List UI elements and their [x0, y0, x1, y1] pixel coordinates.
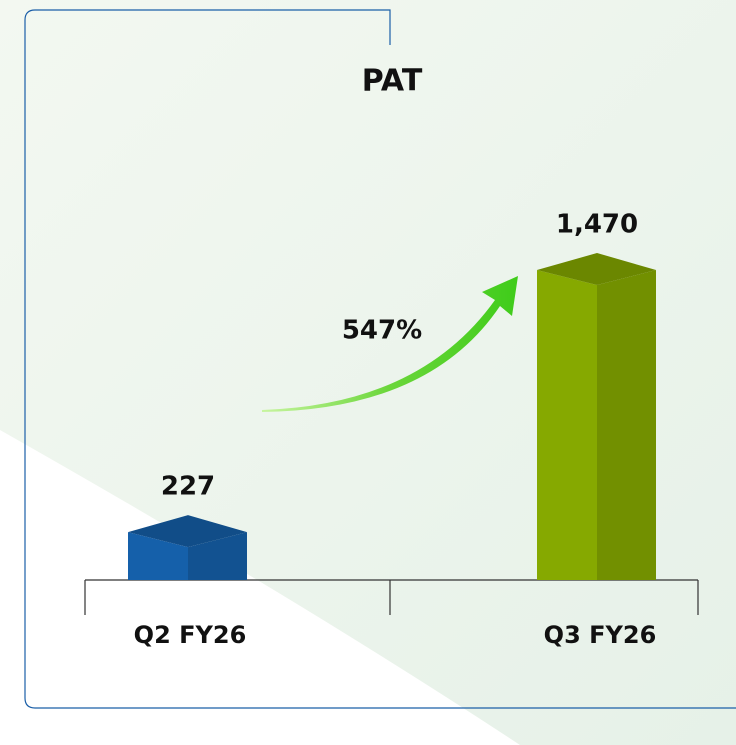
value-label: 227	[161, 472, 215, 502]
annotation: 547%	[342, 316, 422, 346]
background-curve	[0, 430, 520, 745]
bar-top	[537, 253, 656, 285]
frame	[24, 9, 736, 709]
growth-arrow	[262, 276, 518, 412]
x-tick-label: Q2 FY26	[134, 621, 247, 649]
value-label: 1,470	[556, 210, 638, 240]
bar-front	[537, 270, 597, 580]
bar-front	[128, 532, 188, 580]
baseline	[84, 579, 699, 615]
x-tick-label: Q3 FY26	[544, 621, 657, 649]
chart-title: PAT	[362, 64, 423, 99]
bar-top	[128, 515, 247, 548]
bar-side	[188, 532, 247, 580]
bar-side	[597, 270, 656, 580]
